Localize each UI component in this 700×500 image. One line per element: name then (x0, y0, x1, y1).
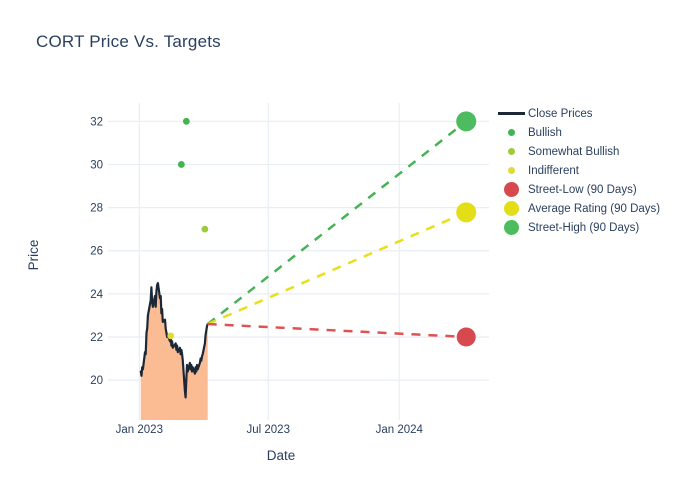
target-line-average-rating-days- (207, 211, 467, 326)
y-axis-title: Price (26, 240, 41, 271)
rating-dot-bullish[interactable] (182, 117, 190, 125)
target-marker-street-low-days-[interactable] (456, 327, 476, 347)
legend-swatch (497, 112, 525, 115)
rating-dot-indifferent[interactable] (167, 332, 175, 340)
legend-swatch (507, 167, 515, 174)
y-tick-label: 32 (90, 116, 103, 128)
circle-swatch-icon (494, 220, 528, 235)
legend-swatch (507, 148, 515, 155)
target-marker-average-rating-days-[interactable] (456, 202, 477, 223)
x-tick-label: Jan 2024 (376, 424, 424, 436)
circle-swatch-icon (494, 148, 528, 155)
legend-item-label: Street-High (90 Days) (528, 221, 640, 234)
x-tick-label: Jul 2023 (246, 424, 289, 436)
tick-labels: 20 22 24 26 28 30 32 Jan 2023 Jul 2023 Jan 2024 (90, 116, 423, 436)
x-axis-title: Date (267, 448, 296, 463)
close-price-area (140, 283, 208, 420)
x-tick-label: Jan 2023 (116, 424, 163, 436)
legend-item-average-rating-90-days-[interactable]: Average Rating (90 Days) (494, 199, 660, 218)
legend-item-close-prices[interactable]: Close Prices (494, 104, 660, 123)
y-tick-label: 24 (90, 289, 103, 301)
legend-item-label: Close Prices (528, 107, 593, 120)
close-price-line[interactable] (139, 282, 209, 399)
legend-swatch (507, 129, 515, 136)
target-line-street-low-days- (207, 322, 467, 339)
rating-dot-bullish[interactable] (177, 161, 185, 168)
circle-swatch-icon (494, 201, 528, 216)
y-tick-label: 28 (90, 203, 103, 215)
legend-item-label: Somewhat Bullish (528, 145, 620, 158)
target-marker-street-high-days-[interactable] (456, 111, 477, 132)
circle-swatch-icon (494, 167, 528, 174)
y-tick-label: 22 (90, 332, 103, 344)
legend: Close Prices Bullish Somewhat Bullish Indif… (494, 104, 660, 237)
legend-swatch (503, 182, 519, 197)
series-layer (139, 111, 477, 420)
line-swatch-icon (494, 112, 528, 115)
legend-item-street-high-90-days-[interactable]: Street-High (90 Days) (494, 218, 660, 237)
legend-item-bullish[interactable]: Bullish (494, 123, 660, 142)
legend-item-street-low-90-days-[interactable]: Street-Low (90 Days) (494, 180, 660, 199)
legend-item-label: Average Rating (90 Days) (528, 202, 661, 215)
gridlines (108, 103, 489, 420)
legend-item-label: Street-Low (90 Days) (528, 183, 637, 196)
target-line-street-high-days- (206, 120, 467, 326)
legend-item-label: Indifferent (528, 164, 579, 177)
circle-swatch-icon (494, 182, 528, 197)
chart-title: CORT Price Vs. Targets (36, 32, 221, 51)
y-tick-label: 26 (90, 246, 103, 258)
y-tick-label: 20 (90, 375, 103, 387)
rating-dot-somewhat-bullish[interactable] (201, 225, 209, 233)
y-tick-label: 30 (90, 159, 103, 171)
legend-swatch (503, 201, 519, 216)
legend-item-somewhat-bullish[interactable]: Somewhat Bullish (494, 142, 660, 161)
legend-item-indifferent[interactable]: Indifferent (494, 161, 660, 180)
legend-swatch (503, 220, 519, 235)
legend-item-label: Bullish (528, 126, 562, 139)
circle-swatch-icon (494, 129, 528, 136)
